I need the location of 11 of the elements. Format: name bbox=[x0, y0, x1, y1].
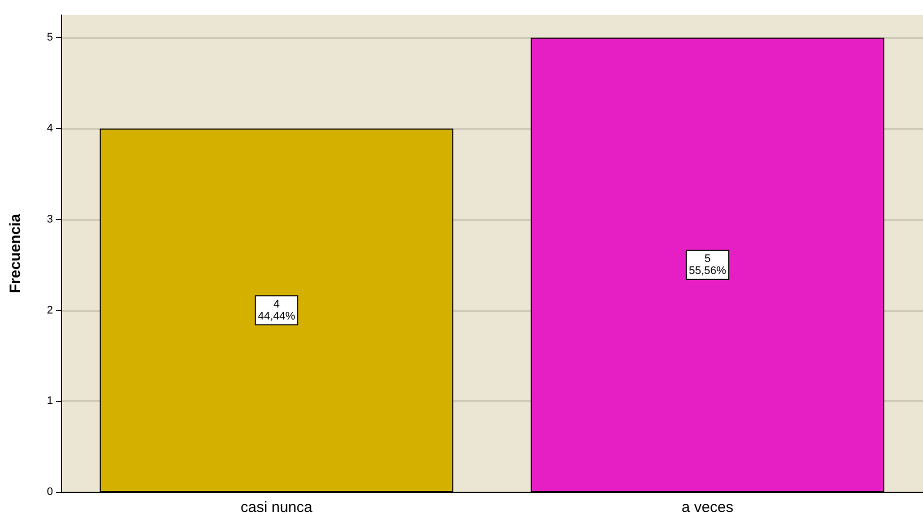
x-tick-label: casi nunca bbox=[240, 499, 314, 516]
y-tick-label: 0 bbox=[46, 486, 53, 498]
x-tick-label: a veces bbox=[682, 499, 734, 516]
y-tick-label: 1 bbox=[46, 395, 53, 408]
y-tick-label: 4 bbox=[46, 122, 53, 135]
y-tick-label: 3 bbox=[46, 213, 53, 226]
y-tick-label: 2 bbox=[46, 304, 53, 316]
y-tick-label: 5 bbox=[46, 32, 53, 44]
data-label: 5 55,56% bbox=[688, 252, 726, 277]
data-label: 4 44,44% bbox=[258, 298, 296, 322]
y-axis-title: Frecuencia bbox=[7, 213, 24, 294]
